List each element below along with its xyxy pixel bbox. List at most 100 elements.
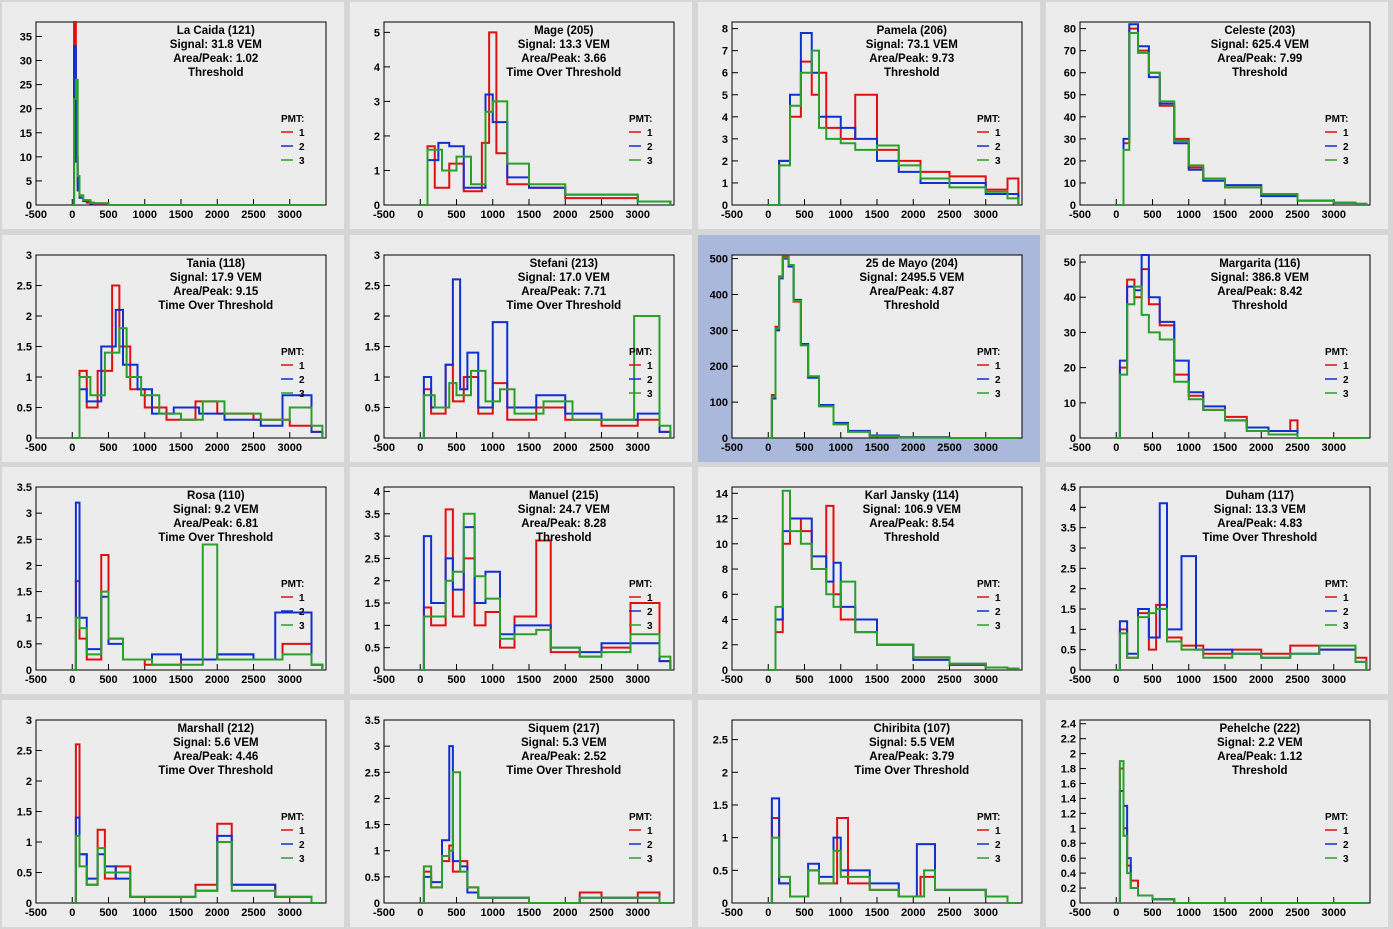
x-tick-label: 2000 bbox=[553, 209, 577, 221]
x-tick-label: 2500 bbox=[937, 674, 961, 686]
x-tick-label: 2500 bbox=[937, 907, 961, 919]
histogram-chart: 00.511.522.533.5-500 0 500 1000 1500 2000 2500… bbox=[350, 699, 692, 927]
station-info-line: Time Over Threshold bbox=[506, 300, 621, 312]
legend-label: 3 bbox=[995, 854, 1001, 865]
y-tick-label: 2.4 bbox=[1061, 718, 1077, 730]
y-tick-label: 0.5 bbox=[713, 865, 728, 877]
y-tick-label: 4 bbox=[722, 112, 729, 124]
station-title: La Caida (121) bbox=[177, 25, 255, 37]
station-info-line: Signal: 5.5 VEM bbox=[869, 737, 955, 749]
legend-label: 1 bbox=[995, 361, 1001, 372]
x-tick-label: 500 bbox=[99, 907, 117, 919]
y-tick-label: 10 bbox=[20, 152, 32, 164]
x-tick-label: 1500 bbox=[1213, 674, 1237, 686]
y-tick-label: 0 bbox=[374, 200, 380, 212]
legend-title: PMT: bbox=[977, 812, 1000, 823]
x-tick-label: 0 bbox=[69, 674, 75, 686]
y-tick-label: 5 bbox=[722, 90, 728, 102]
y-tick-label: 0 bbox=[1070, 665, 1076, 677]
x-tick-label: 0 bbox=[1113, 209, 1119, 221]
legend-label: 3 bbox=[299, 621, 305, 632]
x-tick-label: 0 bbox=[69, 209, 75, 221]
station-info-line: Threshold bbox=[536, 532, 592, 544]
y-tick-label: 0.6 bbox=[1061, 853, 1076, 865]
x-tick-label: -500 bbox=[373, 442, 395, 454]
x-tick-label: 500 bbox=[1143, 674, 1161, 686]
histogram-panel[interactable]: 0 5 10 15 20 25 30 35 -500 0 500 1000 1500 2000 2500 30… bbox=[0, 0, 346, 231]
x-tick-label: 0 bbox=[765, 907, 771, 919]
y-tick-label: 1.5 bbox=[17, 341, 32, 353]
y-tick-label: 0 bbox=[722, 665, 728, 677]
histogram-panel[interactable]: 0 0.5 1 1.5 2 2.5 -500 0 500 1000 1500 2000 2500 3000… bbox=[696, 698, 1042, 929]
histogram-panel[interactable]: 0 0.5 1 1.5 2 2.5 3 -500 0 500 1000 1500 2000 2500 300… bbox=[348, 233, 694, 464]
pmt3-series bbox=[420, 512, 672, 671]
y-tick-label: 1 bbox=[1070, 823, 1076, 835]
station-info-line: Threshold bbox=[1232, 765, 1288, 777]
station-title: Pehelche (222) bbox=[1220, 723, 1301, 735]
legend-label: 3 bbox=[1343, 156, 1349, 167]
legend-label: 1 bbox=[647, 128, 653, 139]
y-tick-label: 6 bbox=[722, 68, 728, 80]
histogram-panel[interactable]: 0 0.5 1 1.5 2 2.5 3 3.5 4 -500 0 500 1000 1500 2000 250… bbox=[348, 465, 694, 696]
station-info-line: Area/Peak: 3.79 bbox=[869, 751, 954, 763]
histogram-panel[interactable]: 0 0.5 1 1.5 2 2.5 3 3.5 4 4.5 -500 0 500 1000 1500 2000… bbox=[1044, 465, 1390, 696]
histogram-panel[interactable]: 0 0.5 1 1.5 2 2.5 3 -500 0 500 1000 1500 2000 2500 300… bbox=[0, 233, 346, 464]
x-tick-label: -500 bbox=[721, 209, 743, 221]
y-tick-label: 500 bbox=[710, 253, 728, 265]
histogram-panel[interactable]: 0 100 200 300 400 500 -500 0 500 1000 1500 2000 2500… bbox=[696, 233, 1042, 464]
y-tick-label: 2 bbox=[374, 311, 380, 323]
x-tick-label: 1000 bbox=[1177, 907, 1201, 919]
y-tick-label: 1 bbox=[722, 178, 728, 190]
legend-label: 1 bbox=[299, 361, 305, 372]
y-tick-label: 0 bbox=[374, 433, 380, 445]
pmt3-series bbox=[768, 49, 1020, 206]
station-info-line: Signal: 17.9 VEM bbox=[170, 272, 262, 284]
station-title: Tania (118) bbox=[187, 258, 246, 270]
legend-title: PMT: bbox=[281, 812, 304, 823]
histogram-panel[interactable]: 0 2 4 6 8 10 12 14 -500 0 500 1000 1500 2000 2500 3000 K… bbox=[696, 465, 1042, 696]
y-tick-label: 3 bbox=[26, 508, 32, 520]
station-info-line: Time Over Threshold bbox=[1202, 532, 1317, 544]
legend-label: 1 bbox=[1343, 593, 1349, 604]
plot-frame bbox=[731, 719, 1023, 903]
histogram-panel[interactable]: 0 0.5 1 1.5 2 2.5 3 -500 0 500 1000 1500 2000 2500 300… bbox=[0, 698, 346, 929]
legend-title: PMT: bbox=[1325, 812, 1348, 823]
x-tick-label: 2500 bbox=[589, 442, 613, 454]
legend-title: PMT: bbox=[629, 114, 652, 125]
x-tick-label: 1500 bbox=[517, 674, 541, 686]
y-tick-label: 3 bbox=[374, 741, 380, 753]
x-tick-label: 0 bbox=[417, 442, 423, 454]
y-tick-label: 14 bbox=[716, 488, 729, 500]
histogram-panel[interactable]: 0 10 20 30 40 50 -500 0 500 1000 1500 2000 2500 3000 M… bbox=[1044, 233, 1390, 464]
y-tick-label: 10 bbox=[1064, 397, 1076, 409]
histogram-panel[interactable]: 0 1 2 3 4 5 6 7 8 -500 0 500 1000 1500 2000 2500 3000 Pam… bbox=[696, 0, 1042, 231]
x-tick-label: 3000 bbox=[278, 209, 302, 221]
legend-label: 2 bbox=[299, 840, 305, 851]
histogram-panel[interactable]: 0 10 20 30 40 50 60 70 80 -500 0 500 1000 1500 2000 250… bbox=[1044, 0, 1390, 231]
x-tick-label: 1000 bbox=[1177, 674, 1201, 686]
legend-label: 2 bbox=[1343, 840, 1349, 851]
y-tick-label: 1 bbox=[374, 165, 380, 177]
y-tick-label: 2.5 bbox=[713, 734, 728, 746]
x-tick-label: 500 bbox=[1143, 209, 1161, 221]
x-tick-label: -500 bbox=[25, 442, 47, 454]
station-info-line: Signal: 625.4 VEM bbox=[1211, 39, 1309, 51]
x-tick-label: 500 bbox=[447, 442, 465, 454]
legend-label: 2 bbox=[647, 840, 653, 851]
y-tick-label: 2.5 bbox=[17, 280, 32, 292]
y-tick-label: 10 bbox=[1064, 178, 1076, 190]
x-tick-label: 3000 bbox=[1322, 907, 1346, 919]
histogram-panel[interactable]: 0 1 2 3 4 5 -500 0 500 1000 1500 2000 2500 3000 Mage (… bbox=[348, 0, 694, 231]
histogram-panel[interactable]: 0 0.2 0.4 0.6 0.8 1 1.2 1.4 1.6 1.8 2 2.2 2.4 -500 0 50… bbox=[1044, 698, 1390, 929]
x-tick-label: 1000 bbox=[829, 209, 853, 221]
histogram-panel[interactable]: 0 0.5 1 1.5 2 2.5 3 3.5 -500 0 500 1000 1500 2000 2500… bbox=[348, 698, 694, 929]
x-tick-label: 1000 bbox=[1177, 209, 1201, 221]
x-tick-label: 1000 bbox=[133, 442, 157, 454]
x-tick-label: 500 bbox=[99, 209, 117, 221]
plot-frame bbox=[35, 21, 327, 206]
x-tick-label: 2000 bbox=[1249, 674, 1273, 686]
station-info-line: Area/Peak: 4.46 bbox=[173, 751, 258, 763]
histogram-panel[interactable]: 0 0.5 1 1.5 2 2.5 3 3.5 -500 0 500 1000 1500 2000 2500… bbox=[0, 465, 346, 696]
y-tick-label: 8 bbox=[722, 24, 728, 36]
